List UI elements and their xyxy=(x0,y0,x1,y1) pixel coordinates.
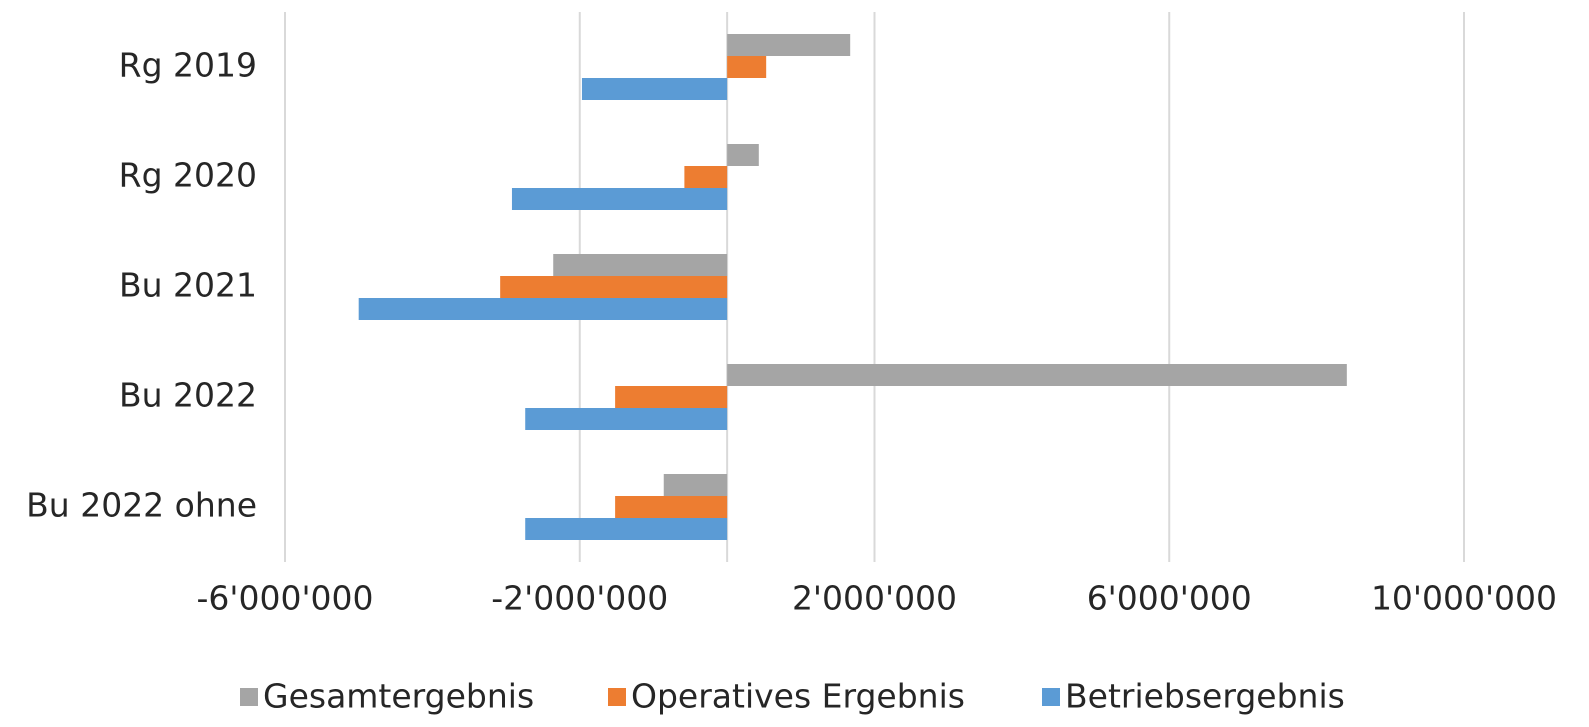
legend-label: Betriebsergebnis xyxy=(1065,677,1345,716)
y-tick-label: Bu 2022 xyxy=(119,376,257,415)
bar xyxy=(663,474,728,496)
legend-swatch xyxy=(240,688,258,706)
y-tick-label: Rg 2020 xyxy=(119,156,257,195)
x-tick-label: -6'000'000 xyxy=(196,579,373,618)
x-tick-label: 2'000'000 xyxy=(792,579,957,618)
legend-label: Operatives Ergebnis xyxy=(631,677,965,716)
x-tick-label: 10'000'000 xyxy=(1371,579,1557,618)
bar xyxy=(553,254,728,276)
x-tick-label: -2'000'000 xyxy=(491,579,668,618)
y-tick-label: Rg 2019 xyxy=(119,46,257,85)
bar xyxy=(615,496,728,518)
bar xyxy=(684,166,728,188)
bar xyxy=(727,56,767,78)
bar xyxy=(727,144,759,166)
bar xyxy=(525,408,728,430)
bar xyxy=(615,386,728,408)
bar xyxy=(525,518,728,540)
bar xyxy=(581,78,728,100)
legend-swatch xyxy=(1042,688,1060,706)
y-tick-label: Bu 2022 ohne xyxy=(26,486,257,525)
x-tick-label: 6'000'000 xyxy=(1087,579,1252,618)
legend-swatch xyxy=(608,688,626,706)
y-tick-label: Bu 2021 xyxy=(119,266,257,305)
bar xyxy=(500,276,728,298)
bar xyxy=(358,298,728,320)
bar xyxy=(727,34,851,56)
legend-label: Gesamtergebnis xyxy=(263,677,534,716)
bar xyxy=(727,364,1347,386)
bar xyxy=(511,188,728,210)
